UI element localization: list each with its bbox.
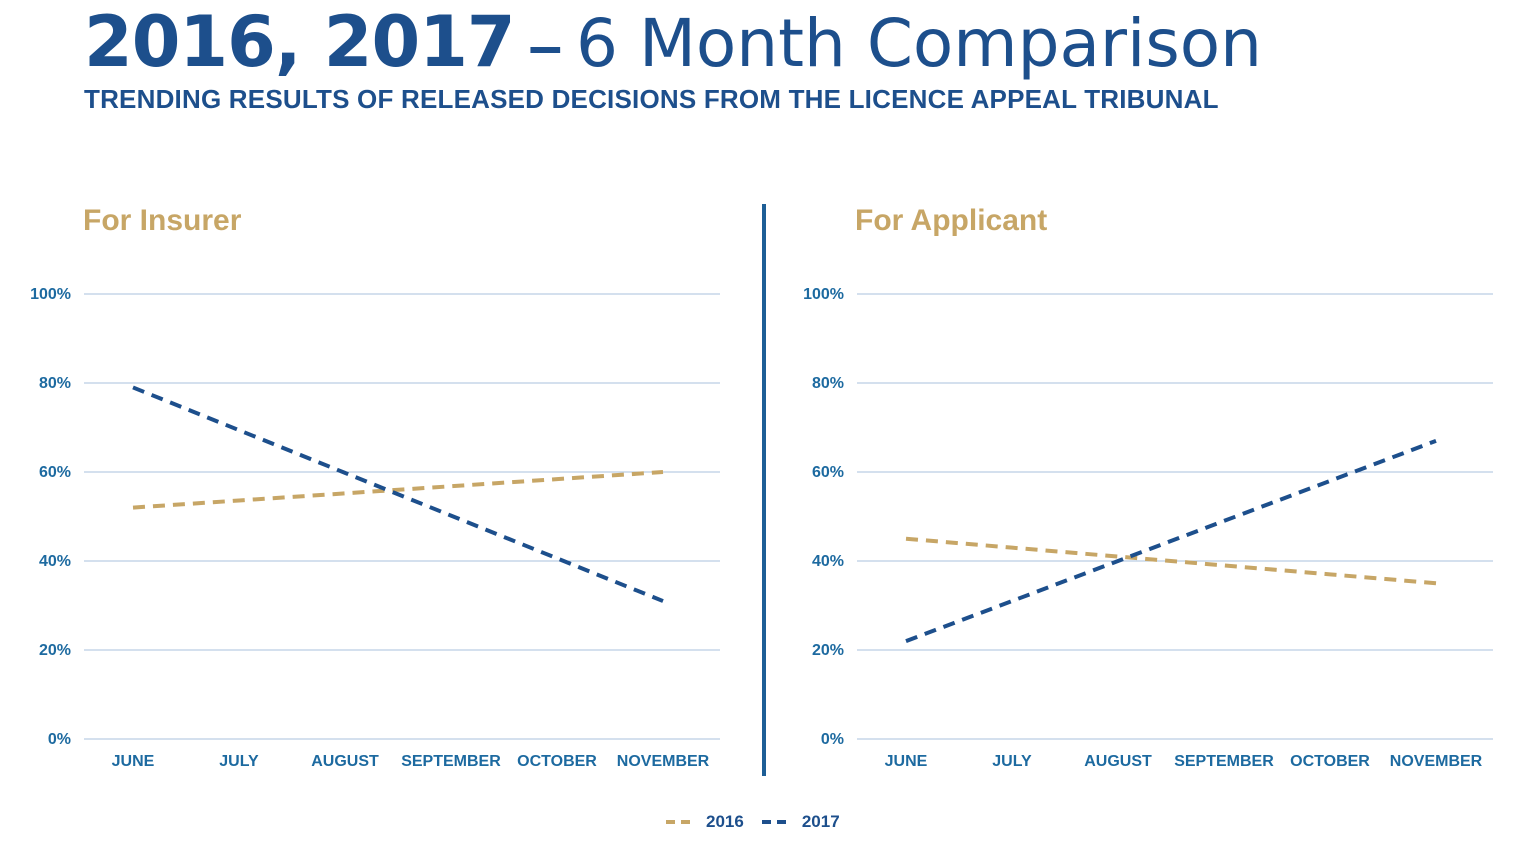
y-tick-label: 40% <box>39 553 71 570</box>
chart-svg-applicant: 0% 20% 40% 60% 80% 100% JUNE JULY AUGUST SEPTEMBE… <box>803 286 1493 770</box>
legend-item-2016: 2016 <box>666 812 744 832</box>
y-tick-label: 100% <box>30 286 71 303</box>
chart-divider <box>762 204 766 776</box>
legend-swatch-2017 <box>761 820 792 824</box>
y-tick-label: 60% <box>812 464 844 481</box>
series-line-2017 <box>132 385 664 603</box>
x-tick-label: JUNE <box>885 753 928 770</box>
y-tick-label: 60% <box>39 464 71 481</box>
chart-for-insurer: For Insurer 0% 20% 40% 60% 80% 100% JUNE JULY AU… <box>0 190 740 790</box>
chart-svg-insurer: 0% 20% 40% 60% 80% 100% JUNE JULY AUGUST SEPTEMBE… <box>30 286 720 770</box>
x-tick-label: NOVEMBER <box>617 753 710 770</box>
y-tick-label: 20% <box>812 642 844 659</box>
legend-swatch-2016 <box>666 820 696 824</box>
y-tick-label: 100% <box>803 286 844 303</box>
x-tick-label: SEPTEMBER <box>401 753 501 770</box>
series-line-2016 <box>132 470 664 510</box>
y-tick-label: 0% <box>48 731 71 748</box>
y-tick-label: 20% <box>39 642 71 659</box>
x-tick-label: JUNE <box>112 753 155 770</box>
x-tick-label: NOVEMBER <box>1390 753 1483 770</box>
legend-label-2017: 2017 <box>801 812 840 831</box>
title-separator: – <box>528 12 562 79</box>
title-years: 2016, 2017 <box>84 1 516 83</box>
legend-label-2016: 2016 <box>706 812 744 831</box>
series-line-2017 <box>905 438 1437 643</box>
y-tick-label: 40% <box>812 553 844 570</box>
y-tick-label: 0% <box>821 731 844 748</box>
x-tick-label: JULY <box>219 753 259 770</box>
chart-title: For Insurer <box>83 204 242 237</box>
y-tick-label: 80% <box>39 375 71 392</box>
x-tick-label: JULY <box>992 753 1032 770</box>
chart-title: For Applicant <box>855 204 1048 237</box>
y-tick-label: 80% <box>812 375 844 392</box>
legend-item-2017: 2017 <box>761 812 840 832</box>
x-tick-label: OCTOBER <box>517 753 597 770</box>
x-tick-label: OCTOBER <box>1290 753 1370 770</box>
title-rest: 6 Month Comparison <box>576 5 1262 82</box>
x-tick-label: AUGUST <box>1084 753 1152 770</box>
chart-for-applicant: For Applicant 0% 20% 40% 60% 80% 100% JUNE JULY… <box>773 190 1513 790</box>
x-tick-label: AUGUST <box>311 753 379 770</box>
page-title: 2016, 2017–6 Month Comparison <box>84 2 1262 102</box>
legend: 2016 2017 <box>666 808 858 836</box>
x-tick-label: SEPTEMBER <box>1174 753 1274 770</box>
series-line-2016 <box>905 536 1437 586</box>
page-subtitle: TRENDING RESULTS OF RELEASED DECISIONS F… <box>84 84 1219 114</box>
